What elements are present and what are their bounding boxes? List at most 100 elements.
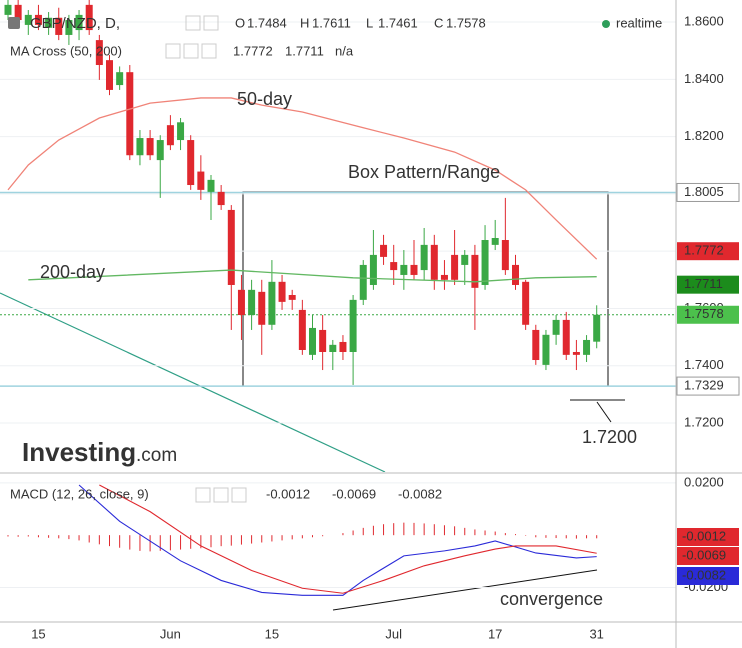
symbol-icon[interactable] (8, 17, 20, 29)
moving-average (28, 269, 597, 283)
eye-icon[interactable] (185, 15, 201, 31)
candle-body (197, 171, 205, 190)
candle-body (380, 244, 388, 257)
candle-body (339, 341, 347, 352)
eye-icon[interactable] (165, 43, 181, 59)
candle-body (288, 295, 296, 300)
candle-body (136, 138, 144, 156)
candle-body (156, 140, 164, 161)
candle-body (451, 254, 459, 280)
close-icon[interactable] (231, 487, 247, 503)
ohlc-value: 1.7578 (446, 15, 486, 30)
annotation-label: 200-day (40, 262, 105, 282)
y-tick-label: 0.0200 (684, 474, 724, 489)
eye-icon[interactable] (195, 487, 211, 503)
candle-body (522, 281, 530, 325)
candle-body (187, 140, 195, 186)
indicator-value: n/a (335, 43, 354, 58)
candle-body (85, 4, 93, 31)
macd-line (99, 484, 597, 594)
candle-body (106, 60, 113, 90)
ma-badge-label: 1.7711 (684, 276, 723, 291)
settings-icon[interactable] (213, 487, 229, 503)
price-badge (677, 305, 739, 324)
candle-body (562, 319, 570, 355)
macd-badge (677, 547, 739, 565)
y-tick-label: 1.7200 (684, 414, 724, 429)
close-icon[interactable] (201, 43, 217, 59)
price-badge (676, 376, 740, 396)
candle-body (278, 281, 286, 302)
candle-body (309, 327, 316, 355)
price-badge-label: 1.8005 (684, 184, 724, 199)
candle-body (217, 191, 225, 206)
ohlc-key: C (434, 15, 443, 30)
ohlc-key: H (300, 15, 309, 30)
candle-body (258, 291, 266, 325)
settings-icon[interactable] (183, 43, 199, 59)
x-tick-label: 17 (488, 626, 502, 641)
indicator-title: MA Cross (50, 200) (10, 43, 122, 58)
candle-body (146, 138, 154, 156)
ohlc-key: O (235, 15, 245, 30)
candle-body (532, 329, 540, 361)
indicator-value: 1.7711 (285, 43, 324, 58)
macd-line (78, 484, 597, 596)
candle-body (349, 299, 357, 352)
settings-icon[interactable] (203, 15, 219, 31)
candle-body (166, 125, 174, 146)
candle-body (55, 17, 63, 35)
candle-body (400, 264, 408, 275)
annotation-label: 1.7200 (582, 427, 637, 447)
candle-body (248, 289, 256, 316)
status-label: realtime (616, 15, 662, 30)
candle-body (75, 14, 83, 31)
macd-pane (0, 482, 676, 611)
annotation-label: 50-day (237, 89, 292, 109)
candle-body (4, 4, 12, 15)
candle-body (34, 14, 42, 25)
candle-body (298, 309, 306, 350)
candle-body (65, 20, 73, 35)
x-tick-label: 15 (265, 626, 279, 641)
ohlc-key: L (366, 15, 373, 30)
price-badge-label: 1.7329 (684, 378, 724, 393)
candle-body (410, 264, 418, 275)
annotation-label: convergence (500, 589, 603, 609)
macd-badge-label: -0.0012 (682, 528, 726, 543)
candle-body (572, 351, 580, 355)
candle-body (14, 4, 22, 21)
candle-body (593, 314, 601, 342)
candle-body (116, 72, 124, 86)
y-tick-label: 1.8200 (684, 128, 724, 143)
price-badge-label: 1.7578 (684, 306, 724, 321)
candle-body (227, 209, 235, 285)
candle-body (583, 339, 591, 355)
indicator-value: -0.0069 (332, 486, 376, 501)
candle-body (45, 17, 53, 28)
ohlc-value: 1.7611 (312, 15, 351, 30)
y-tick-label: 1.8400 (684, 71, 724, 86)
candle-body (319, 329, 327, 352)
ma-badge (677, 275, 739, 294)
watermark: Investing (22, 437, 136, 467)
candle-body (440, 274, 448, 280)
macd-badge (677, 528, 739, 546)
ohlc-value: 1.7461 (378, 15, 418, 30)
annotation-label: Box Pattern/Range (348, 162, 500, 182)
candle-body (461, 254, 469, 265)
pointer-line (596, 401, 612, 423)
watermark: .com (136, 445, 177, 466)
candle-body (390, 262, 398, 271)
ohlc-value: 1.7484 (247, 15, 287, 30)
candle-body (237, 289, 245, 316)
candle-body (512, 264, 519, 285)
x-tick-label: 15 (31, 626, 45, 641)
candle-body (430, 244, 438, 280)
moving-average (7, 97, 598, 260)
macd-badge-label: -0.0069 (682, 547, 726, 562)
x-tick-label: Jul (385, 626, 402, 641)
indicator-value: 1.7772 (233, 43, 273, 58)
candle-body (95, 40, 103, 66)
